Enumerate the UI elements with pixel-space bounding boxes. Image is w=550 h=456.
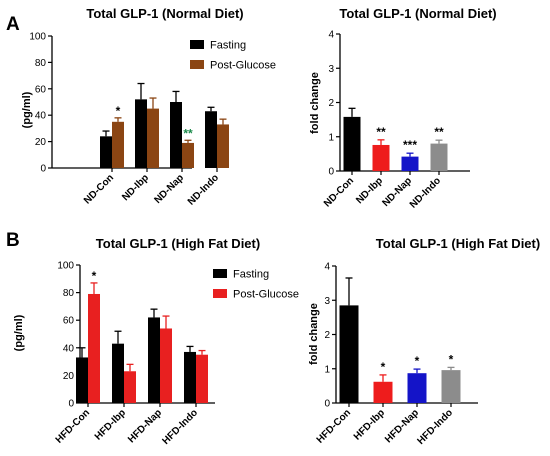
bar [148, 317, 160, 403]
legend-label: Post-Glucose [210, 60, 276, 72]
x-tick-label: ND-Con [322, 175, 356, 209]
bar [112, 121, 124, 168]
bar [124, 371, 136, 403]
significance-mark: ** [183, 126, 193, 140]
bar [160, 328, 172, 403]
y-tick-label: 80 [63, 288, 75, 299]
bar [339, 305, 359, 403]
significance-mark: * [415, 354, 420, 368]
y-tick-label: 80 [35, 58, 47, 69]
legend-swatch [190, 40, 204, 49]
bar [217, 124, 229, 168]
legend-swatch [213, 269, 227, 278]
chart-b-right: Total GLP-1 (High Fat Diet) fold change … [308, 236, 540, 447]
y-tick-label: 60 [35, 84, 47, 95]
legend-label: Post-Glucose [233, 289, 299, 301]
significance-mark: * [92, 269, 97, 283]
bar [76, 357, 88, 403]
significance-mark: *** [403, 138, 417, 152]
bar [196, 354, 208, 403]
bar [373, 381, 393, 403]
panel-label-b: B [6, 230, 20, 251]
y-tick-label: 100 [57, 261, 74, 272]
bar [372, 144, 390, 171]
x-tick-label: ND-Ibp [120, 172, 151, 203]
bar [343, 116, 361, 171]
bar [205, 111, 217, 168]
y-tick-label: 0 [40, 164, 46, 175]
significance-mark: * [449, 352, 454, 366]
chart-a-right-title: Total GLP-1 (Normal Diet) [339, 6, 496, 21]
bar [182, 142, 194, 168]
x-tick-label: ND-Indo [408, 175, 443, 210]
y-tick-label: 2 [328, 98, 334, 109]
chart-b-left-ylabel: (pg/ml) [13, 314, 25, 351]
y-tick-label: 40 [63, 343, 75, 354]
bar [88, 293, 100, 403]
bar [430, 143, 448, 171]
x-tick-label: HFD-Con [315, 407, 353, 445]
x-tick-label: ND-Nap [152, 172, 186, 206]
x-tick-label: HFD-Indo [161, 407, 201, 447]
y-tick-label: 4 [328, 30, 334, 41]
y-tick-label: 100 [29, 32, 46, 43]
x-tick-label: HFD-Nap [126, 407, 164, 445]
x-tick-label: HFD-Con [54, 407, 92, 445]
significance-mark: * [381, 360, 386, 374]
significance-mark: ** [376, 125, 386, 139]
legend-label: Fasting [210, 40, 246, 52]
x-tick-label: HFD-Ibp [93, 407, 128, 442]
x-tick-label: HFD-Indo [416, 407, 456, 447]
y-tick-label: 3 [328, 64, 334, 75]
bar [112, 343, 124, 403]
chart-b-left-title: Total GLP-1 (High Fat Diet) [96, 236, 260, 251]
chart-a-right: Total GLP-1 (Normal Diet) fold change 0 1… [309, 6, 497, 211]
y-tick-label: 20 [63, 371, 75, 382]
y-tick-label: 60 [63, 316, 75, 327]
bar [147, 108, 159, 168]
significance-mark: * [116, 104, 121, 118]
y-tick-label: 1 [324, 364, 330, 375]
y-tick-label: 20 [35, 137, 47, 148]
chart-a-left-ylabel: (pg/ml) [21, 91, 33, 128]
y-tick-label: 0 [328, 167, 334, 178]
y-tick-label: 2 [324, 330, 330, 341]
bar [401, 156, 419, 171]
significance-mark: ** [434, 125, 444, 139]
chart-a-left-title: Total GLP-1 (Normal Diet) [86, 6, 243, 21]
chart-a-right-ylabel: fold change [309, 72, 321, 134]
bar [407, 373, 427, 403]
chart-b-right-title: Total GLP-1 (High Fat Diet) [376, 236, 540, 251]
bar [135, 99, 147, 168]
bar [184, 351, 196, 403]
y-tick-label: 1 [328, 132, 334, 143]
y-tick-label: 0 [324, 399, 330, 410]
panel-label-a: A [6, 14, 20, 35]
y-tick-label: 3 [324, 296, 330, 307]
chart-b-right-ylabel: fold change [308, 303, 320, 365]
y-tick-label: 40 [35, 111, 47, 122]
legend-swatch [213, 289, 227, 298]
x-tick-label: ND-Con [82, 172, 116, 206]
y-tick-label: 4 [324, 262, 330, 273]
y-tick-label: 0 [68, 399, 74, 410]
legend-swatch [190, 60, 204, 69]
x-tick-label: ND-Indo [186, 172, 221, 207]
bar [170, 102, 182, 168]
chart-a-left: Total GLP-1 (Normal Diet) (pg/ml) 0 20 40 6… [21, 6, 276, 208]
bar [100, 136, 112, 168]
bar [441, 370, 461, 403]
x-tick-label: HFD-Ibp [352, 407, 387, 442]
chart-b-left: Total GLP-1 (High Fat Diet) (pg/ml) 0 20 4… [13, 236, 299, 447]
legend-label: Fasting [233, 269, 269, 281]
